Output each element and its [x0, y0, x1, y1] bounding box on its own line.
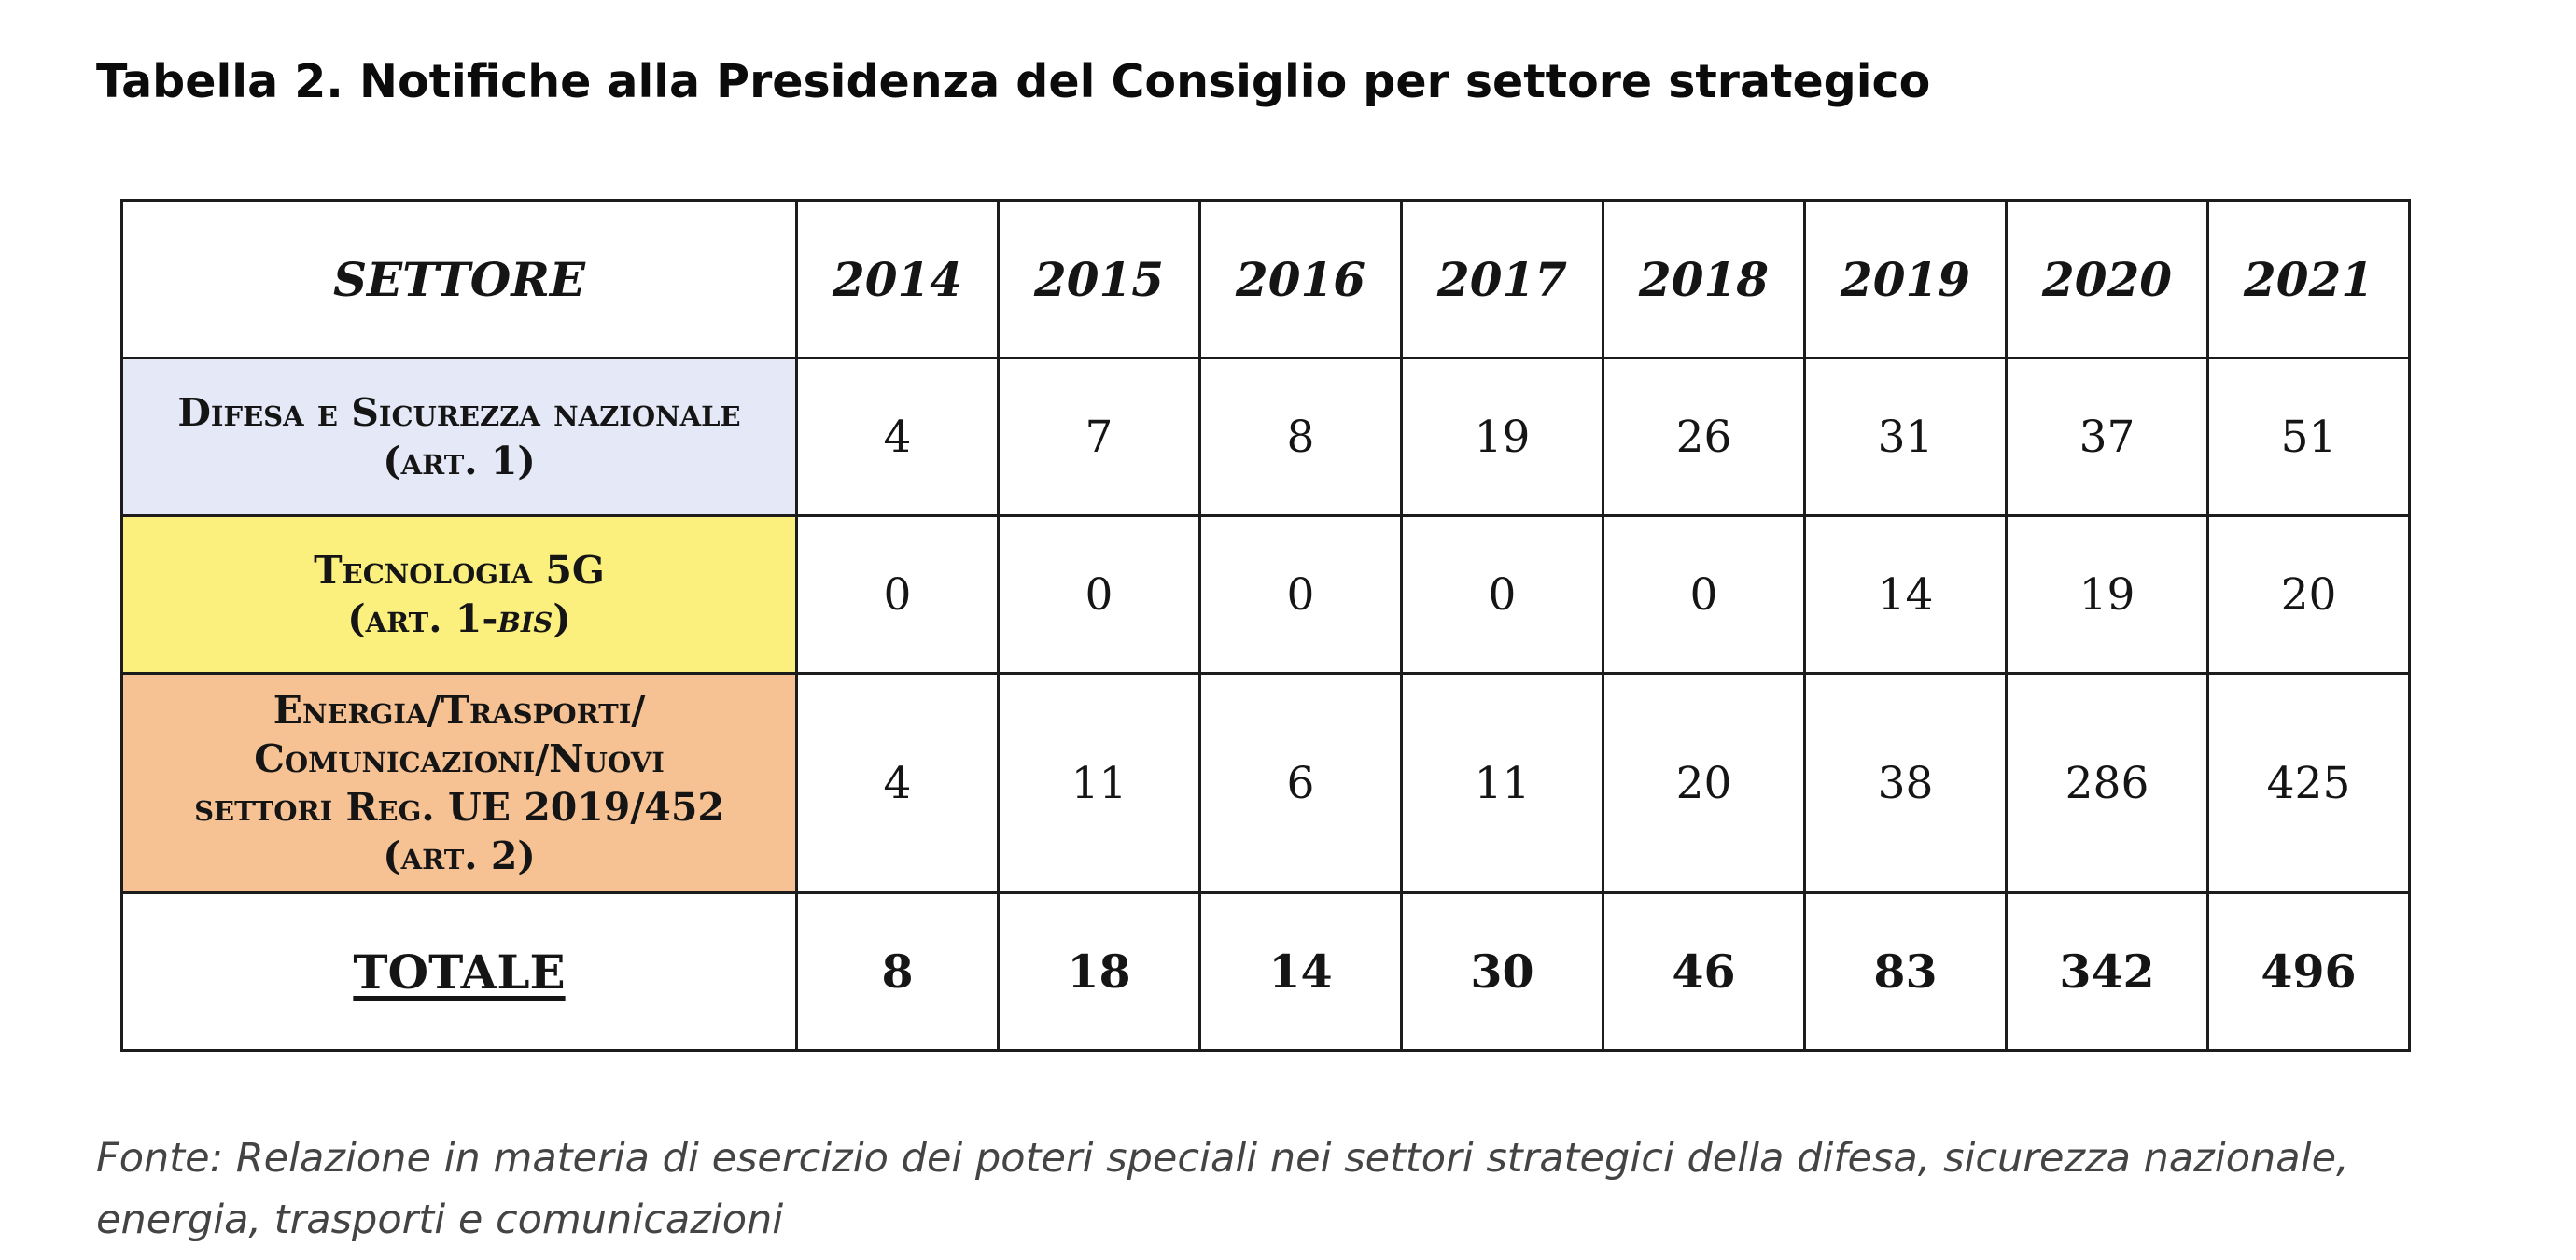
total-cell: 46 — [1602, 891, 1806, 1052]
table-cell: 31 — [1803, 357, 2008, 517]
table-cell: 38 — [1803, 672, 2008, 894]
sector-label-line: Energia/Trasporti/ — [273, 688, 646, 733]
table-row-difesa: Difesa e Sicurezza nazionale (art. 1) 4 … — [120, 357, 2411, 517]
table-cell: 0 — [997, 514, 1201, 675]
table-cell: 11 — [997, 672, 1201, 894]
table-cell: 0 — [1198, 514, 1403, 675]
column-header-year: 2016 — [1198, 199, 1403, 359]
table-cell: 425 — [2206, 672, 2411, 894]
table-cell: 0 — [1602, 514, 1806, 675]
total-cell: 496 — [2206, 891, 2411, 1052]
table-cell: 14 — [1803, 514, 2008, 675]
notifications-table: SETTORE 2014 2015 2016 2017 2018 2019 20… — [120, 199, 2411, 1052]
column-header-year: 2015 — [997, 199, 1201, 359]
table-cell: 0 — [1400, 514, 1604, 675]
table-cell: 7 — [997, 357, 1201, 517]
table-cell: 26 — [1602, 357, 1806, 517]
source-note: Fonte: Relazione in materia di esercizio… — [96, 1135, 2349, 1243]
sector-label-line: Tecnologia 5G — [314, 548, 605, 593]
column-header-sector: SETTORE — [120, 199, 798, 359]
table-row-totale: TOTALE 8 18 14 30 46 83 342 496 — [120, 891, 2411, 1052]
page-title: Tabella 2. Notifiche alla Presidenza del… — [96, 55, 1931, 108]
sector-label-tecnologia-5g: Tecnologia 5G (art. 1-bis) — [120, 514, 798, 675]
sector-label-energia: Energia/Trasporti/ Comunicazioni/Nuovi s… — [120, 672, 798, 894]
total-label-cell: TOTALE — [120, 891, 798, 1052]
table-cell: 0 — [795, 514, 1000, 675]
sector-label-line: Comunicazioni/Nuovi — [254, 736, 665, 781]
sector-label-line: (art. 1-bis) — [123, 595, 795, 643]
table-cell: 51 — [2206, 357, 2411, 517]
sector-label-line: Difesa e Sicurezza nazionale — [177, 390, 741, 435]
total-cell: 342 — [2005, 891, 2209, 1052]
total-cell: 8 — [795, 891, 1000, 1052]
table-header-row: SETTORE 2014 2015 2016 2017 2018 2019 20… — [120, 199, 2411, 359]
sector-label-fragment: (art. 1- — [347, 596, 498, 641]
total-cell: 83 — [1803, 891, 2008, 1052]
sector-label-line: (art. 2) — [383, 833, 536, 878]
table-cell: 286 — [2005, 672, 2209, 894]
table-cell: 19 — [1400, 357, 1604, 517]
sector-label-difesa: Difesa e Sicurezza nazionale (art. 1) — [120, 357, 798, 517]
table-cell: 6 — [1198, 672, 1403, 894]
column-header-year: 2020 — [2005, 199, 2209, 359]
total-cell: 30 — [1400, 891, 1604, 1052]
sector-label-italic: bis — [497, 596, 553, 641]
sector-label-line: (art. 1) — [383, 439, 536, 483]
table-cell: 8 — [1198, 357, 1403, 517]
table-row-tecnologia-5g: Tecnologia 5G (art. 1-bis) 0 0 0 0 0 14 … — [120, 514, 2411, 675]
column-header-year: 2018 — [1602, 199, 1806, 359]
table-cell: 20 — [2206, 514, 2411, 675]
table-cell: 37 — [2005, 357, 2209, 517]
table-cell: 11 — [1400, 672, 1604, 894]
column-header-year: 2017 — [1400, 199, 1604, 359]
total-cell: 18 — [997, 891, 1201, 1052]
sector-label-fragment: ) — [553, 596, 571, 641]
table-cell: 4 — [795, 357, 1000, 517]
total-label: TOTALE — [353, 944, 566, 1000]
table-cell: 19 — [2005, 514, 2209, 675]
column-header-year: 2014 — [795, 199, 1000, 359]
column-header-year: 2019 — [1803, 199, 2008, 359]
total-cell: 14 — [1198, 891, 1403, 1052]
table-row-energia: Energia/Trasporti/ Comunicazioni/Nuovi s… — [120, 672, 2411, 894]
table-cell: 20 — [1602, 672, 1806, 894]
table-cell: 4 — [795, 672, 1000, 894]
sector-label-line: settori Reg. UE 2019/452 — [194, 785, 724, 830]
column-header-year: 2021 — [2206, 199, 2411, 359]
